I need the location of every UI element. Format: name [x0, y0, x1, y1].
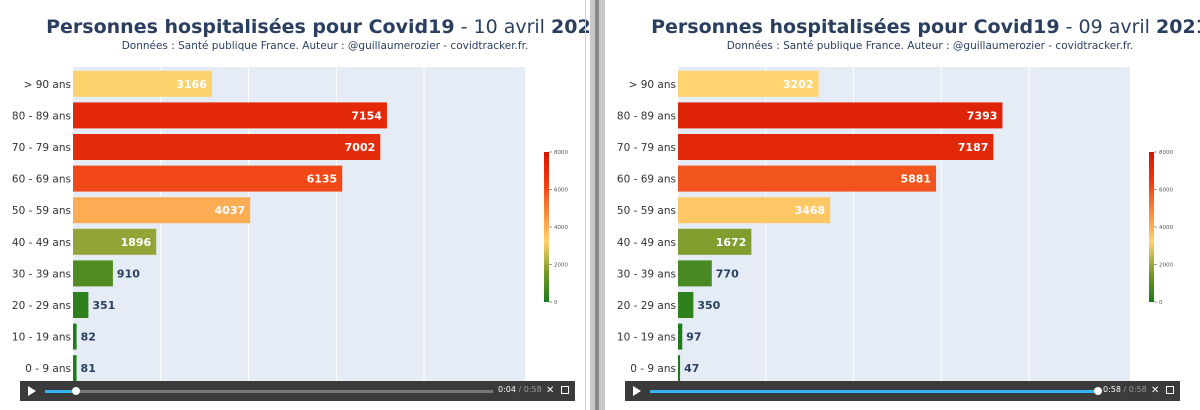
y-tick-label: 70 - 79 ans	[617, 142, 676, 154]
bar-value-label: 351	[92, 299, 115, 312]
fullscreen-icon[interactable]	[561, 386, 569, 394]
bar-value-label: 7002	[345, 141, 376, 154]
play-icon[interactable]	[28, 386, 36, 396]
bar	[678, 70, 819, 97]
bar	[73, 197, 251, 224]
video-controls: 0:58 / 0:58 ✕	[625, 381, 1180, 401]
chart-title: Personnes hospitalisées pour Covid19 - 0…	[651, 16, 1200, 38]
y-tick-label: 80 - 89 ans	[12, 110, 71, 122]
bar	[73, 355, 77, 382]
bar-value-label: 81	[81, 362, 96, 375]
y-tick-label: 40 - 49 ans	[617, 237, 676, 249]
y-tick-label: 20 - 29 ans	[617, 300, 676, 312]
bar-value-label: 47	[684, 362, 699, 375]
bar-value-label: 7154	[351, 109, 382, 122]
bar	[73, 323, 77, 350]
chart-subtitle: Données : Santé publique France. Auteur …	[726, 40, 1134, 52]
bar	[678, 323, 683, 350]
bar	[678, 355, 681, 382]
bar	[678, 134, 994, 160]
bar-value-label: 7393	[967, 109, 998, 122]
progress-slider[interactable]	[45, 387, 493, 395]
chart-panel-2020: Personnes hospitalisées pour Covid19 - 1…	[0, 0, 604, 410]
chart-panel-2021: Personnes hospitalisées pour Covid19 - 0…	[605, 0, 1200, 410]
y-tick-label: 0 - 9 ans	[630, 363, 676, 375]
time-display: 0:58 / 0:58	[1103, 385, 1147, 394]
bar-value-label: 3202	[783, 78, 814, 91]
y-tick-label: 70 - 79 ans	[12, 142, 71, 154]
colorbar-tick-label: 2000	[554, 263, 568, 269]
colorbar-tick-label: 6000	[1159, 188, 1173, 194]
play-icon[interactable]	[633, 386, 641, 396]
colorbar-tick-label: 0	[554, 300, 558, 306]
y-tick-label: 40 - 49 ans	[12, 237, 71, 249]
progress-slider[interactable]	[650, 387, 1102, 395]
bar-value-label: 1896	[121, 236, 152, 249]
mute-icon[interactable]: ✕	[546, 385, 555, 396]
colorbar-tick-label: 6000	[554, 188, 568, 194]
bar-value-label: 6135	[307, 173, 338, 186]
y-tick-label: 10 - 19 ans	[617, 332, 676, 344]
panel-divider-line	[595, 0, 599, 410]
y-tick-label: 0 - 9 ans	[25, 363, 71, 375]
fullscreen-icon[interactable]	[1166, 386, 1174, 394]
bar	[73, 134, 381, 160]
bar	[678, 165, 937, 192]
colorbar	[1149, 152, 1154, 302]
y-tick-label: 60 - 69 ans	[12, 174, 71, 186]
y-tick-label: 20 - 29 ans	[12, 300, 71, 312]
y-tick-label: 80 - 89 ans	[617, 110, 676, 122]
bar	[73, 228, 157, 255]
bar	[73, 292, 89, 318]
bar-value-label: 97	[686, 331, 701, 344]
y-tick-label: > 90 ans	[24, 79, 71, 91]
chart-subtitle: Données : Santé publique France. Auteur …	[121, 40, 529, 52]
bar-value-label: 3468	[795, 204, 826, 217]
bar-value-label: 910	[117, 267, 140, 280]
y-tick-label: 30 - 39 ans	[12, 268, 71, 280]
bar	[678, 197, 831, 224]
colorbar-tick-label: 4000	[1159, 225, 1173, 231]
mute-icon[interactable]: ✕	[1151, 385, 1160, 396]
colorbar-tick-label: 2000	[1159, 263, 1173, 269]
panel-edge	[585, 0, 586, 410]
y-tick-label: 10 - 19 ans	[12, 332, 71, 344]
time-display: 0:04 / 0:58	[498, 385, 542, 394]
bar	[678, 292, 694, 318]
colorbar-tick-label: 8000	[554, 150, 568, 156]
bar	[678, 102, 1003, 129]
progress-handle[interactable]	[71, 387, 80, 395]
bar	[678, 228, 752, 255]
y-tick-label: 30 - 39 ans	[617, 268, 676, 280]
bar-value-label: 1672	[716, 236, 747, 249]
colorbar-tick-label: 8000	[1159, 150, 1173, 156]
bar	[678, 260, 712, 287]
bar-value-label: 5881	[900, 173, 931, 186]
bar	[73, 260, 113, 287]
y-tick-label: > 90 ans	[629, 79, 676, 91]
bar-value-label: 7187	[958, 141, 989, 154]
colorbar-tick-label: 4000	[554, 225, 568, 231]
bar-value-label: 770	[716, 267, 739, 280]
y-tick-label: 50 - 59 ans	[12, 205, 71, 217]
y-tick-label: 60 - 69 ans	[617, 174, 676, 186]
bar-value-label: 3166	[176, 78, 207, 91]
bar-value-label: 350	[697, 299, 720, 312]
bar	[73, 102, 387, 129]
progress-handle[interactable]	[1094, 387, 1102, 395]
bar-value-label: 4037	[215, 204, 246, 217]
bar	[73, 70, 212, 97]
progress-fill	[650, 390, 1098, 393]
bar-value-label: 82	[81, 331, 96, 344]
progress-fill	[45, 390, 76, 393]
y-tick-label: 50 - 59 ans	[617, 205, 676, 217]
colorbar	[544, 152, 549, 302]
bar	[73, 165, 343, 192]
colorbar-tick-label: 0	[1159, 300, 1163, 306]
video-controls: 0:04 / 0:58 ✕	[20, 381, 575, 401]
